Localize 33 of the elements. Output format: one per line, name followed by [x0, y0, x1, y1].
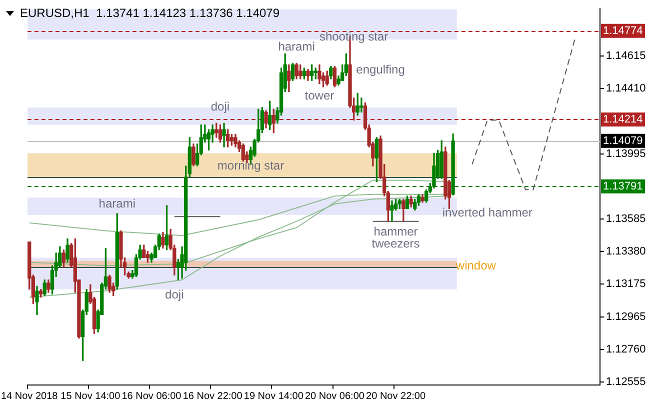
x-tick-label: 14 Nov 2018 [0, 390, 58, 402]
x-tick-label: 16 Nov 06:00 [122, 390, 182, 402]
annotation: engulfing [356, 62, 405, 76]
y-tick-label: 1.13380 [606, 245, 646, 258]
y-tick-label: 1.12965 [606, 311, 646, 324]
x-tick-label: 20 Nov 22:00 [366, 390, 426, 402]
ref-line-label: 1.14079 [603, 134, 643, 147]
chart-title: EURUSD,H1 1.13741 1.14123 1.13736 1.14079 [20, 6, 280, 20]
y-tick-label: 1.12760 [606, 343, 646, 356]
x-tick-label: 15 Nov 14:00 [60, 390, 121, 402]
annotation: tweezers [372, 236, 420, 250]
ref-line-label: 1.13791 [603, 180, 643, 192]
y-tick-label: 1.14615 [606, 50, 646, 62]
annotation: harami [98, 196, 136, 210]
y-tick-label: 1.13995 [606, 148, 646, 160]
annotation: doji [210, 99, 230, 114]
annotation: window [454, 258, 496, 272]
y-tick-label: 1.12555 [606, 376, 646, 388]
annotation: inverted hammer [442, 205, 532, 220]
annotation: doji [165, 287, 184, 302]
annotation: harami [278, 39, 315, 54]
y-tick-label: 1.13585 [606, 212, 646, 225]
x-tick-label: 19 Nov 14:00 [244, 390, 304, 402]
y-tick-label: 1.14410 [606, 82, 646, 94]
ref-line-label: 1.14214 [603, 113, 643, 126]
ref-line-label: 1.14774 [603, 24, 643, 37]
x-tick-label: 20 Nov 06:00 [304, 390, 365, 402]
y-tick-label: 1.13175 [606, 278, 646, 290]
annotation: tower [304, 88, 334, 102]
annotation: shooting star [319, 29, 388, 44]
annotation: hammer [374, 224, 418, 238]
x-tick-label: 16 Nov 22:00 [182, 390, 243, 402]
annotation: morning star [217, 158, 284, 172]
